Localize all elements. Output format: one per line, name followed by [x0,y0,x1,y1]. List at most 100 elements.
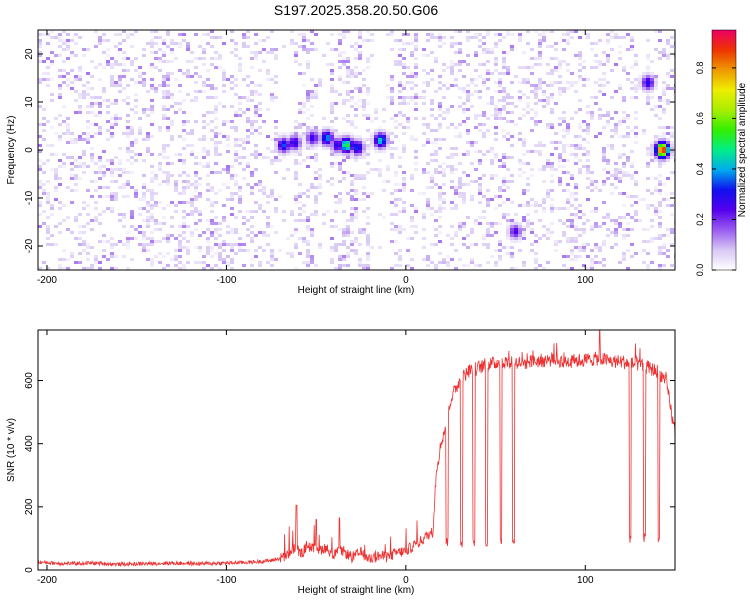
heatmap-cell [422,237,426,240]
heatmap-cell [170,60,174,63]
heatmap-cell [366,30,370,33]
heatmap-cell [498,117,502,120]
heatmap-cell [278,150,282,153]
heatmap-cell [138,117,142,120]
heatmap-cell [366,138,370,141]
heatmap-cell [158,84,162,87]
heatmap-cell [262,186,266,189]
heatmap-cell [50,144,54,147]
heatmap-cell [434,153,438,156]
heatmap-cell [342,240,346,243]
heatmap-cell [98,111,102,114]
heatmap-cell [106,99,110,102]
heatmap-cell [150,66,154,69]
heatmap-cell [50,204,54,207]
heatmap-cell [166,252,170,255]
heatmap-cell [122,57,126,60]
heatmap-cell [426,54,430,57]
heatmap-cell [474,222,478,225]
heatmap-cell [142,174,146,177]
heatmap-cell [182,222,186,225]
heatmap-cell [314,138,318,141]
heatmap-cell [122,63,126,66]
heatmap-cell [178,45,182,48]
heatmap-cell [486,261,490,264]
heatmap-cell [358,36,362,39]
heatmap-cell [530,57,534,60]
heatmap-cell [166,72,170,75]
heatmap-cell [342,234,346,237]
heatmap-cell [434,264,438,267]
heatmap-cell [670,156,674,159]
heatmap-cell [402,126,406,129]
heatmap-cell [310,147,314,150]
heatmap-cell [154,66,158,69]
heatmap-cell [574,216,578,219]
heatmap-cell [174,204,178,207]
heatmap-cell [490,102,494,105]
heatmap-cell [326,138,330,141]
heatmap-cell [658,222,662,225]
heatmap-cell [274,150,278,153]
heatmap-cell [590,96,594,99]
heatmap-cell [410,51,414,54]
heatmap-cell [410,54,414,57]
heatmap-cell [54,171,58,174]
heatmap-cell [178,42,182,45]
heatmap-cell [366,87,370,90]
heatmap-cell [658,183,662,186]
heatmap-cell [166,45,170,48]
heatmap-cell [518,99,522,102]
heatmap-cell [170,234,174,237]
heatmap-cell [506,246,510,249]
heatmap-cell [70,141,74,144]
heatmap-cell [366,243,370,246]
heatmap-cell [586,165,590,168]
heatmap-cell [374,144,378,147]
heatmap-cell [394,264,398,267]
heatmap-cell [66,186,70,189]
heatmap-cell [650,72,654,75]
heatmap-cell [342,135,346,138]
heatmap-cell [142,237,146,240]
heatmap-cell [102,171,106,174]
heatmap-cell [306,156,310,159]
heatmap-cell [646,102,650,105]
heatmap-cell [466,216,470,219]
heatmap-cell [438,210,442,213]
heatmap-cell [430,141,434,144]
heatmap-cell [286,252,290,255]
heatmap-cell [298,33,302,36]
heatmap-cell [498,186,502,189]
heatmap-cell [362,267,366,270]
heatmap-cell [202,165,206,168]
heatmap-cell [390,75,394,78]
heatmap-cell [582,264,586,267]
heatmap-cell [206,33,210,36]
heatmap-cell [562,144,566,147]
heatmap-cell [378,141,382,144]
heatmap-cell [146,210,150,213]
heatmap-cell [254,114,258,117]
heatmap-cell [130,171,134,174]
heatmap-cell [470,162,474,165]
heatmap-cell [146,108,150,111]
heatmap-cell [374,141,378,144]
heatmap-cell [250,210,254,213]
heatmap-cell [566,129,570,132]
heatmap-cell [402,114,406,117]
heatmap-cell [182,231,186,234]
heatmap-cell [194,171,198,174]
heatmap-cell [434,117,438,120]
heatmap-cell [86,213,90,216]
heatmap-cell [238,156,242,159]
heatmap-cell [454,63,458,66]
heatmap-cell [362,78,366,81]
heatmap-cell [114,192,118,195]
heatmap-cell [630,165,634,168]
heatmap-cell [634,132,638,135]
heatmap-cell [338,33,342,36]
heatmap-cell [338,75,342,78]
heatmap-cell [530,168,534,171]
heatmap-cell [294,54,298,57]
